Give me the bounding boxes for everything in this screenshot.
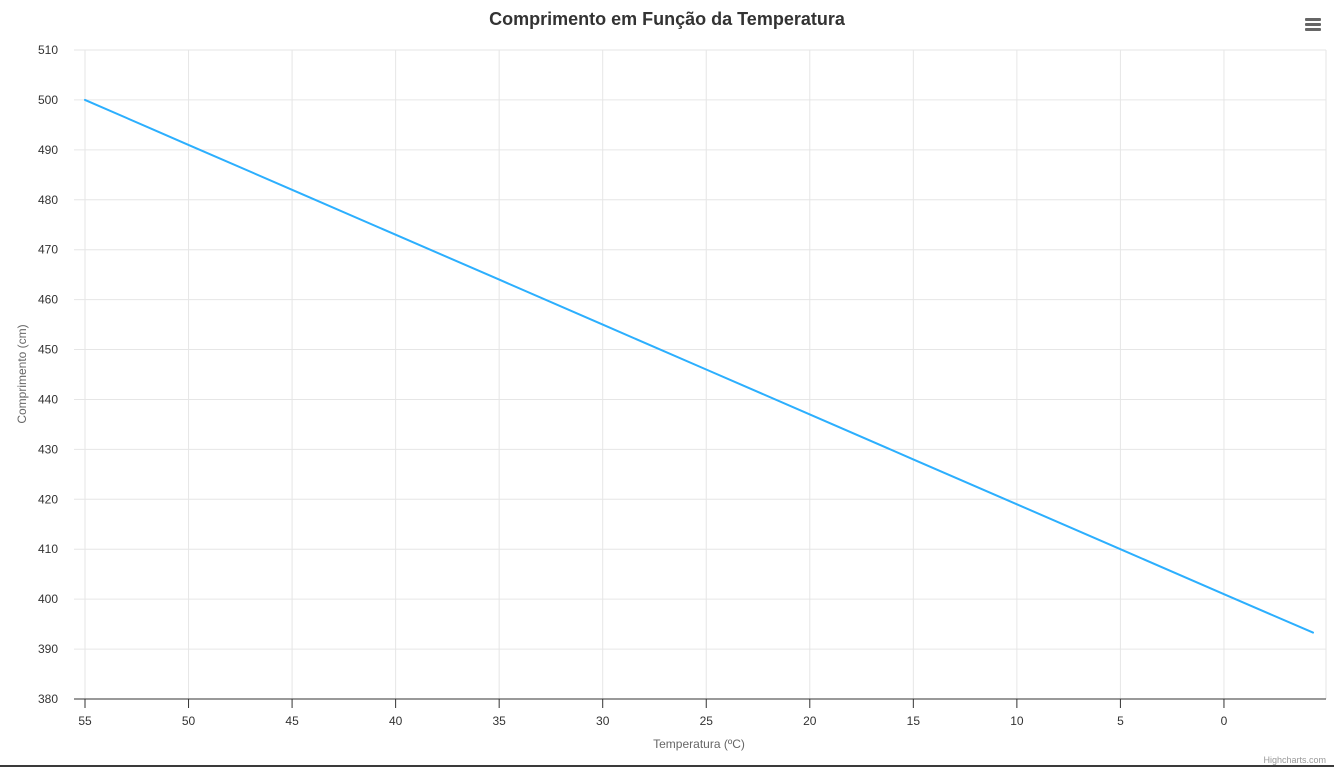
y-tick-label: 380 (38, 692, 58, 706)
bottom-border (0, 765, 1334, 767)
x-tick-label: 55 (78, 714, 92, 728)
y-tick-label: 470 (38, 243, 58, 257)
menu-bar-top (1305, 18, 1321, 21)
y-axis-title: Comprimento (cm) (15, 324, 29, 423)
x-tick-label: 10 (1010, 714, 1024, 728)
y-tick-label: 420 (38, 492, 58, 506)
menu-bar-middle (1305, 23, 1321, 26)
y-tick-label: 460 (38, 293, 58, 307)
y-tick-label: 500 (38, 93, 58, 107)
x-tick-label: 50 (182, 714, 196, 728)
series-line (84, 98, 1314, 634)
hamburger-menu-icon[interactable] (1300, 12, 1326, 38)
x-tick-label: 40 (389, 714, 403, 728)
series-layer (84, 98, 1314, 634)
menu-bar-bottom (1305, 28, 1321, 31)
y-tick-label: 510 (38, 43, 58, 57)
x-tick-label: 15 (907, 714, 921, 728)
y-tick-label: 400 (38, 592, 58, 606)
x-tick-label: 20 (803, 714, 817, 728)
y-tick-label: 390 (38, 642, 58, 656)
x-tick-label: 35 (492, 714, 506, 728)
x-tick-label: 30 (596, 714, 610, 728)
y-tick-label: 410 (38, 542, 58, 556)
grid-lines (74, 49, 1327, 699)
y-tick-label: 440 (38, 392, 58, 406)
y-tick-label: 450 (38, 343, 58, 357)
y-tick-label: 480 (38, 193, 58, 207)
y-tick-label: 490 (38, 143, 58, 157)
x-axis-title: Temperatura (ºC) (653, 737, 745, 751)
y-tick-label: 430 (38, 442, 58, 456)
chart-title: Comprimento em Função da Temperatura (489, 9, 846, 29)
axes: 3803904004104204304404504604704804905005… (38, 43, 1326, 728)
credits-link[interactable]: Highcharts.com (1263, 755, 1326, 765)
x-tick-label: 25 (700, 714, 714, 728)
x-tick-label: 0 (1221, 714, 1228, 728)
x-tick-label: 5 (1117, 714, 1124, 728)
x-tick-label: 45 (285, 714, 299, 728)
